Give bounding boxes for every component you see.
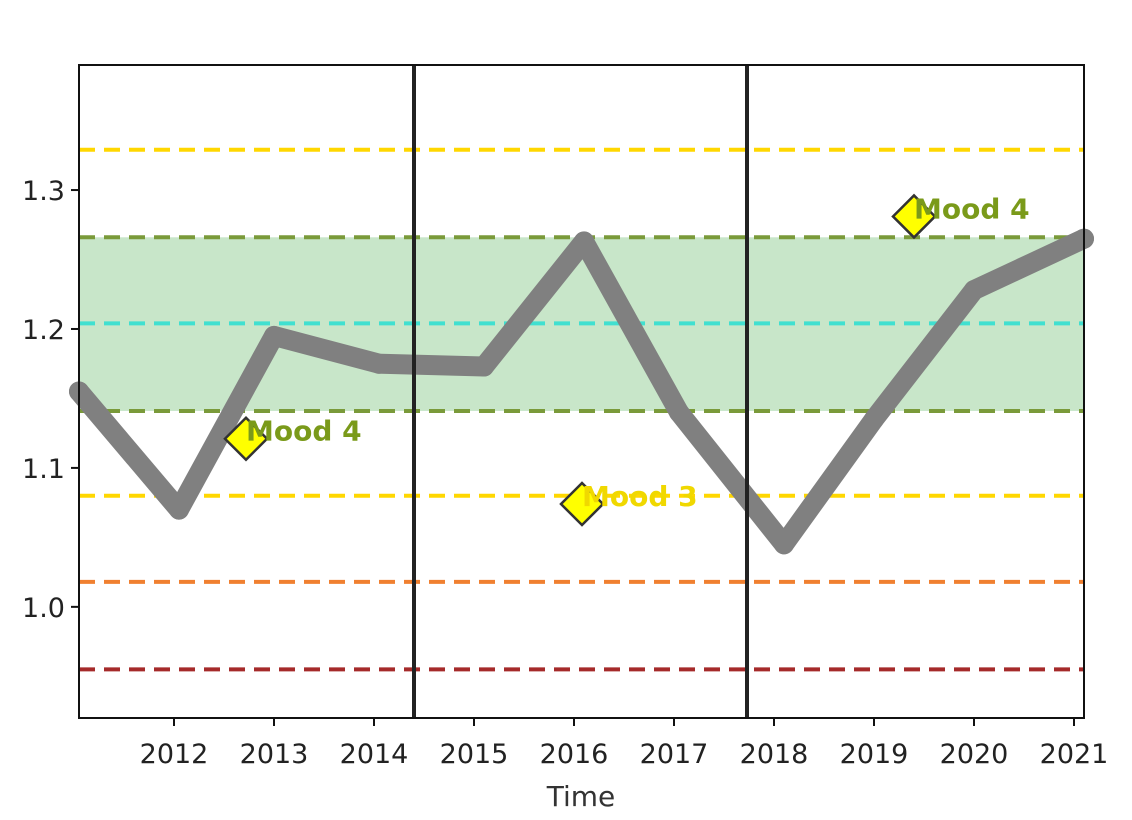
x-tick-label: 2020 [940,739,1009,770]
x-tick-label: 2019 [840,739,909,770]
x-tick-label: 2014 [340,739,409,770]
data-point [964,280,984,301]
y-tick-label: 1.2 [22,315,65,346]
data-point [864,409,884,430]
annotation-label: Mood 4 [246,415,362,448]
plot-area-frame [78,64,1085,719]
y-tick-label: 1.1 [22,454,65,485]
annotation-marker [223,415,269,462]
x-tick-label: 2015 [440,739,509,770]
data-point [264,325,284,346]
x-axis-title: Time [546,780,616,813]
data-point [169,499,189,520]
annotation-marker [891,193,937,240]
data-point [574,231,594,252]
x-tick-label: 2021 [1040,739,1109,770]
x-tick-label: 2017 [640,739,709,770]
x-tick-label: 2012 [140,739,209,770]
y-tick-label: 1.0 [22,593,65,624]
y-tick-label: 1.3 [22,176,65,207]
data-point [474,356,494,377]
x-tick-label: 2013 [240,739,309,770]
data-point [774,534,794,555]
x-tick-label: 2016 [540,739,609,770]
annotation-marker [559,481,605,527]
annotation-label: Mood 4 [914,192,1030,225]
data-point [669,402,689,423]
x-tick-label: 2018 [740,739,809,770]
data-point [369,353,389,374]
annotation-label: Mood 3 [582,480,698,513]
